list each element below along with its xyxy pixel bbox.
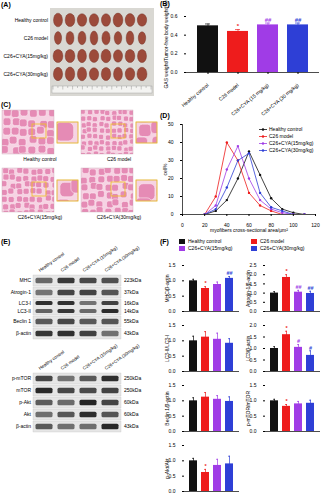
svg-text:C26+CYA (30mg/kg): C26+CYA (30mg/kg) xyxy=(104,343,141,371)
svg-text:p-Akt/Akt: p-Akt/Akt xyxy=(164,458,170,479)
svg-text:C26+CYA (30mg/kg): C26+CYA (30mg/kg) xyxy=(104,245,141,273)
svg-text:0.0: 0.0 xyxy=(169,488,176,494)
svg-text:0: 0 xyxy=(181,222,184,228)
svg-text:0.0: 0.0 xyxy=(171,69,178,75)
svg-text:β-actin: β-actin xyxy=(16,330,31,336)
svg-text:43kDa: 43kDa xyxy=(124,330,139,336)
svg-text:1.5: 1.5 xyxy=(250,382,257,388)
svg-text:C26+CYA(30mg/kg): C26+CYA(30mg/kg) xyxy=(3,71,48,77)
svg-text:Atrogin-1: Atrogin-1 xyxy=(11,289,32,295)
svg-text:(A): (A) xyxy=(1,1,11,9)
svg-text:##: ## xyxy=(295,17,302,23)
svg-text:Healthy control: Healthy control xyxy=(23,156,56,162)
svg-text:C26+CYA(15mg/kg): C26+CYA(15mg/kg) xyxy=(3,53,48,59)
svg-text:250kDa: 250kDa xyxy=(124,375,141,381)
svg-text:120: 120 xyxy=(311,222,320,228)
svg-text:(E): (E) xyxy=(1,238,10,246)
svg-text:(C): (C) xyxy=(1,101,11,109)
svg-text:C26 model: C26 model xyxy=(24,35,48,41)
svg-text:Akt: Akt xyxy=(24,411,32,417)
svg-text:*: * xyxy=(285,268,288,274)
svg-text:C26 model: C26 model xyxy=(60,256,81,273)
svg-text:*: * xyxy=(204,280,207,286)
svg-text:#: # xyxy=(297,338,300,344)
svg-text:30: 30 xyxy=(168,157,174,163)
svg-text:0.4: 0.4 xyxy=(171,32,178,38)
svg-text:0.0: 0.0 xyxy=(250,368,257,374)
svg-text:10: 10 xyxy=(168,193,174,199)
svg-text:0.0: 0.0 xyxy=(169,428,176,434)
svg-text:1.5: 1.5 xyxy=(169,322,176,328)
svg-text:*: * xyxy=(285,398,288,404)
svg-text:##: ## xyxy=(226,270,232,276)
svg-text:*: * xyxy=(204,463,207,469)
svg-text:myofibers cross-sectional area: myofibers cross-sectional area/μm² xyxy=(210,227,288,233)
svg-text:Healthy control: Healthy control xyxy=(180,82,209,108)
svg-text:2.0: 2.0 xyxy=(250,322,257,328)
svg-text:0.6: 0.6 xyxy=(171,13,178,19)
svg-text:60kDa: 60kDa xyxy=(124,411,139,417)
svg-text:0.0: 0.0 xyxy=(250,428,257,434)
svg-text:mTOR: mTOR xyxy=(16,387,31,393)
svg-text:0.0: 0.0 xyxy=(169,308,176,314)
svg-text:0.2: 0.2 xyxy=(171,50,178,56)
svg-text:C26+CYA (30 mg/kg): C26+CYA (30 mg/kg) xyxy=(260,82,300,117)
svg-text:Beclin 1: Beclin 1 xyxy=(13,318,31,324)
svg-text:0.0: 0.0 xyxy=(250,308,257,314)
svg-text:2.5: 2.5 xyxy=(250,262,257,268)
svg-text:C26 model: C26 model xyxy=(217,82,239,102)
svg-text:##: ## xyxy=(307,285,313,291)
svg-text:p-mTOR/mTOR: p-mTOR/mTOR xyxy=(245,391,251,426)
svg-text:C26+CYA(30mg/kg): C26+CYA(30mg/kg) xyxy=(97,214,142,220)
svg-text:LC3-II: LC3-II xyxy=(17,308,31,314)
svg-text:60kDa: 60kDa xyxy=(124,399,139,405)
svg-text:20: 20 xyxy=(202,222,208,228)
svg-text:#: # xyxy=(309,345,312,351)
svg-text:cell%: cell% xyxy=(162,163,168,176)
svg-text:50: 50 xyxy=(168,121,174,127)
svg-text:40: 40 xyxy=(168,139,174,145)
svg-text:##: ## xyxy=(265,17,272,23)
svg-text:0: 0 xyxy=(171,211,174,217)
svg-text:1.5: 1.5 xyxy=(169,442,176,448)
svg-text:Beclin 1/β-actin: Beclin 1/β-actin xyxy=(164,391,170,425)
svg-text:C26+CYA (15mg/kg): C26+CYA (15mg/kg) xyxy=(82,343,119,371)
svg-text:MHC/β-actin: MHC/β-actin xyxy=(164,274,170,302)
svg-text:Atrogin-1/β-actin: Atrogin-1/β-actin xyxy=(245,270,251,307)
svg-text:p-mTOR: p-mTOR xyxy=(12,375,31,381)
svg-text:20: 20 xyxy=(168,175,174,181)
svg-text:β-actin: β-actin xyxy=(16,423,31,429)
svg-text:C26+CYA (15mg/kg): C26+CYA (15mg/kg) xyxy=(82,245,119,273)
svg-text:55kDa: 55kDa xyxy=(124,318,139,324)
svg-text:p-Akt: p-Akt xyxy=(19,399,31,405)
svg-text:1.5: 1.5 xyxy=(169,262,176,268)
svg-text:C26+CYA(15mg/kg): C26+CYA(15mg/kg) xyxy=(18,214,63,220)
svg-text:GAS weight/Tumor-free body wei: GAS weight/Tumor-free body weight(%) xyxy=(163,0,169,89)
svg-text:14kDa: 14kDa xyxy=(124,308,139,314)
svg-text:##: ## xyxy=(295,284,301,290)
svg-text:*: * xyxy=(237,23,240,29)
svg-text:LC3/β-actin: LC3/β-actin xyxy=(245,335,251,361)
svg-text:0.0: 0.0 xyxy=(169,368,176,374)
svg-text:C26 model: C26 model xyxy=(60,354,81,371)
svg-text:MHC: MHC xyxy=(20,277,32,283)
svg-text:LC3-I: LC3-I xyxy=(19,300,31,306)
svg-text:16kDa: 16kDa xyxy=(124,300,139,306)
svg-text:*: * xyxy=(285,325,288,331)
svg-text:37kDa: 37kDa xyxy=(124,289,139,295)
svg-text:Healthy control: Healthy control xyxy=(15,17,48,23)
svg-text:223kDa: 223kDa xyxy=(124,277,141,283)
svg-text:1.5: 1.5 xyxy=(169,382,176,388)
svg-text:C26 model: C26 model xyxy=(107,156,131,162)
svg-text:100: 100 xyxy=(289,222,298,228)
svg-text:LC3-II/LC3-I: LC3-II/LC3-I xyxy=(164,335,170,362)
svg-text:43kDa: 43kDa xyxy=(124,423,139,429)
svg-text:250kDa: 250kDa xyxy=(124,387,141,393)
